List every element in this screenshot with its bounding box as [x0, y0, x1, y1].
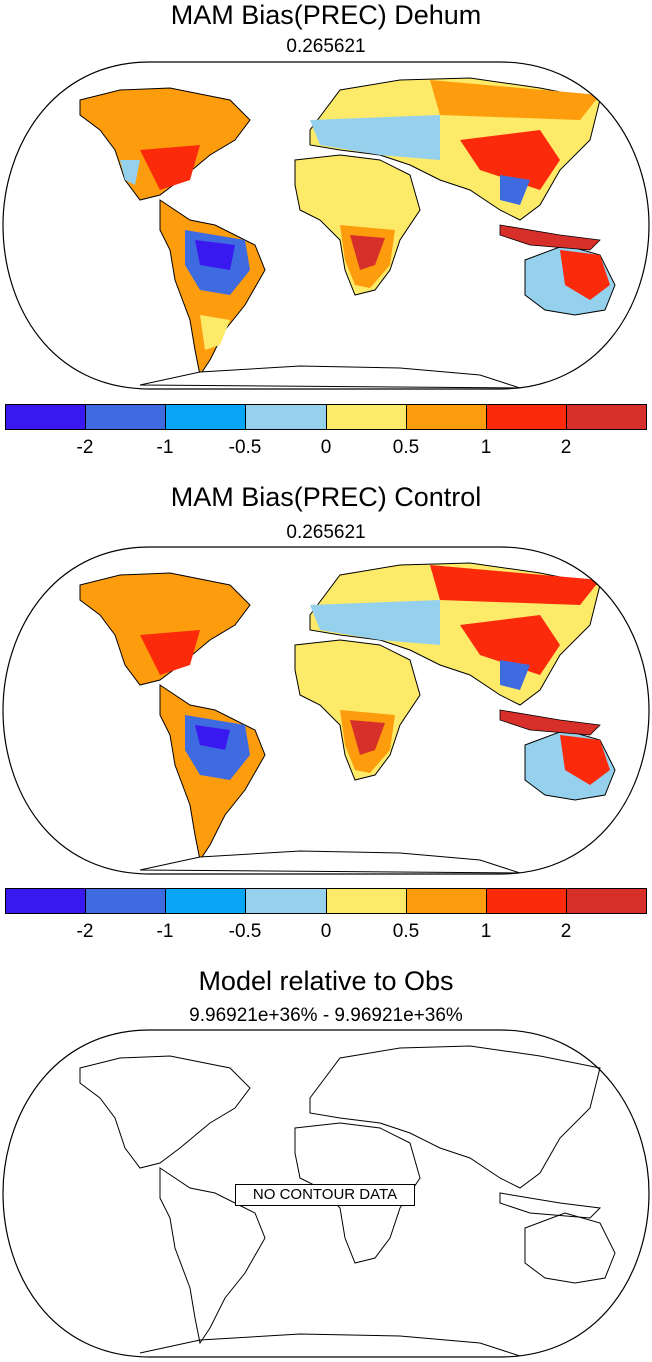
colorbar-box	[166, 889, 247, 913]
colorbar-box	[6, 405, 87, 429]
colorbar-label: 0.5	[392, 921, 420, 942]
panel1-colorbar-labels: -2 -1 -0.5 0 0.5 1 2	[0, 437, 652, 461]
colorbar-label: -2	[76, 921, 94, 942]
colorbar-box	[406, 889, 487, 913]
colorbar-box	[406, 405, 487, 429]
colorbar-label: -1	[156, 437, 174, 458]
north-america-outline	[79, 1055, 251, 1169]
south-america-outline	[159, 1167, 266, 1345]
colorbar-label: -0.5	[228, 437, 262, 458]
antarctica	[139, 365, 521, 389]
australia-outline	[524, 1212, 616, 1284]
eurasia-outline	[309, 1045, 601, 1189]
panel2-colorbar	[5, 888, 647, 914]
colorbar-box	[566, 405, 646, 429]
panel2-colorbar-labels: -2 -1 -0.5 0 0.5 1 2	[0, 921, 652, 945]
colorbar-box	[246, 405, 327, 429]
colorbar-label: 1	[480, 437, 492, 458]
colorbar-box	[86, 405, 167, 429]
colorbar-box	[486, 405, 567, 429]
colorbar-box	[486, 889, 567, 913]
panel2-title: MAM Bias(PREC) Control	[170, 482, 482, 512]
colorbar-box	[566, 889, 646, 913]
colorbar-box	[166, 405, 247, 429]
colorbar-label: 1	[480, 921, 492, 942]
panel1-colorbar	[5, 404, 647, 430]
panel2-subtitle: 0.265621	[286, 522, 366, 543]
antarctica-outline	[139, 1333, 521, 1357]
panel2-map	[2, 546, 650, 875]
colorbar-label: 2	[560, 921, 572, 942]
colorbar-box	[86, 889, 167, 913]
colorbar-label: -0.5	[228, 921, 262, 942]
panel1-map	[2, 61, 650, 390]
colorbar-label: -2	[76, 437, 94, 458]
panel3-subtitle: 9.96921e+36% - 9.96921e+36%	[189, 1005, 463, 1026]
africa-outline	[294, 1122, 421, 1264]
panel1-subtitle: 0.265621	[286, 36, 366, 57]
colorbar-label: 0.5	[392, 437, 420, 458]
colorbar-label: 0	[320, 921, 332, 942]
colorbar-label: 2	[560, 437, 572, 458]
no-contour-data-label: NO CONTOUR DATA	[235, 1184, 415, 1206]
panel1-title: MAM Bias(PREC) Dehum	[170, 0, 482, 30]
colorbar-label: -1	[156, 921, 174, 942]
colorbar-box	[246, 889, 327, 913]
colorbar-label: 0	[320, 437, 332, 458]
colorbar-box	[326, 405, 407, 429]
panel3-title: Model relative to Obs	[198, 966, 454, 996]
antarctica	[139, 850, 521, 874]
colorbar-box	[6, 889, 87, 913]
panel3-map	[2, 1029, 650, 1358]
colorbar-box	[326, 889, 407, 913]
